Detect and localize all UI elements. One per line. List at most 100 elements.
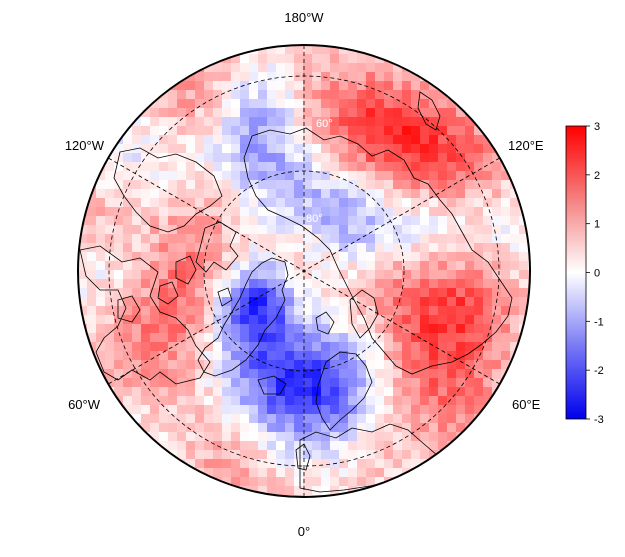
field-cell [447,387,457,397]
field-cell [204,342,214,352]
field-cell [213,423,223,433]
field-cell [375,324,385,334]
field-cell [456,171,466,181]
field-cell [375,171,385,181]
field-cell [96,234,106,244]
field-cell [222,234,232,244]
field-cell [321,306,331,316]
field-cell [321,342,331,352]
field-cell [339,189,349,199]
field-cell [501,324,511,334]
field-cell [105,162,115,172]
field-cell [222,189,232,199]
field-cell [402,81,412,91]
field-cell [483,243,493,253]
field-cell [240,63,250,73]
field-cell [438,378,448,388]
field-cell [213,468,223,478]
field-cell [204,99,214,109]
field-cell [411,459,421,469]
field-cell [357,216,367,226]
colorbar-ramp [565,125,587,420]
field-cell [231,297,241,307]
field-cell [186,333,196,343]
field-cell [321,234,331,244]
field-cell [393,279,403,289]
field-cell [132,261,142,271]
field-cell [456,288,466,298]
iceland-coastline [257,375,287,395]
field-cell [312,459,322,469]
field-cell [447,162,457,172]
field-cell [492,234,502,244]
field-cell [159,396,169,406]
field-cell [159,306,169,316]
field-cell [150,432,160,442]
field-cell [258,63,268,73]
field-cell [384,162,394,172]
field-cell [510,342,520,352]
field-cell [195,117,205,127]
field-cell [240,288,250,298]
field-cell [420,108,430,118]
field-cell [339,270,349,280]
field-cell [141,243,151,253]
field-cell [474,351,484,361]
field-cell [195,387,205,397]
field-cell [105,180,115,190]
field-cell [339,45,349,55]
field-cell [213,162,223,172]
field-cell [312,225,322,235]
field-cell [177,99,187,109]
field-cell [294,99,304,109]
field-cell [330,90,340,100]
field-cell [357,225,367,235]
field-cell [420,198,430,208]
field-cell [465,396,475,406]
field-cell [240,243,250,253]
field-cell [492,198,502,208]
field-cell [186,144,196,154]
field-cell [447,198,457,208]
field-cell [186,270,196,280]
field-cell [294,459,304,469]
field-cell [204,135,214,145]
field-cell [294,45,304,55]
field-cell [177,414,187,424]
field-cell [330,468,340,478]
field-cell [195,333,205,343]
field-cell [168,99,178,109]
field-cell [249,135,259,145]
field-cell [294,360,304,370]
field-cell [339,90,349,100]
field-cell [528,306,530,316]
field-cell [420,225,430,235]
field-cell [348,243,358,253]
field-cell [483,234,493,244]
field-cell [141,288,151,298]
field-cell [321,81,331,91]
field-cell [114,342,124,352]
field-cell [204,198,214,208]
field-cell [213,306,223,316]
field-cell [132,153,142,163]
field-cell [339,252,349,262]
field-cell [105,189,115,199]
field-cell [393,252,403,262]
field-cell [366,63,376,73]
field-cell [285,207,295,217]
field-cell [105,324,115,334]
field-cell [384,108,394,118]
field-cell [222,405,232,415]
field-cell [249,225,259,235]
field-cell [501,243,511,253]
field-cell [177,216,187,226]
field-cell [96,261,106,271]
field-cell [132,387,142,397]
field-cell [321,108,331,118]
field-cell [339,459,349,469]
field-cell [258,153,268,163]
field-cell [393,396,403,406]
field-cell [447,414,457,424]
field-cell [330,432,340,442]
